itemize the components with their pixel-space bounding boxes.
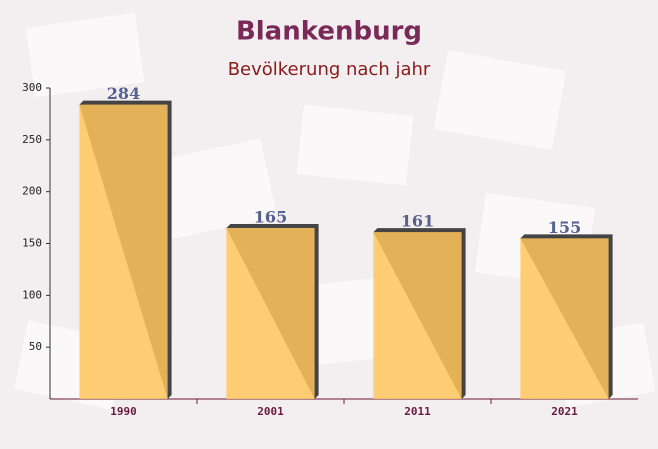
y-tick-label: 250 bbox=[22, 133, 42, 146]
y-tick-label: 100 bbox=[22, 288, 42, 301]
chart-subtitle: Bevölkerung nach jahr bbox=[228, 59, 431, 80]
y-tick-label: 50 bbox=[29, 340, 42, 353]
y-tick-label: 200 bbox=[22, 185, 42, 198]
bar bbox=[373, 232, 462, 399]
y-tick-label: 150 bbox=[22, 237, 42, 250]
x-tick-label: 2001 bbox=[257, 405, 284, 418]
chart-title: Blankenburg bbox=[236, 17, 422, 47]
x-tick-label: 1990 bbox=[110, 405, 137, 418]
value-label: 161 bbox=[401, 212, 434, 231]
bar bbox=[226, 227, 315, 399]
value-label: 165 bbox=[254, 207, 287, 226]
x-tick-label: 2021 bbox=[551, 405, 578, 418]
x-tick-label: 2011 bbox=[404, 405, 431, 418]
y-tick-label: 300 bbox=[22, 81, 42, 94]
value-label: 155 bbox=[548, 218, 581, 237]
value-label: 284 bbox=[107, 84, 140, 103]
bar bbox=[79, 104, 168, 399]
bar bbox=[520, 238, 609, 399]
